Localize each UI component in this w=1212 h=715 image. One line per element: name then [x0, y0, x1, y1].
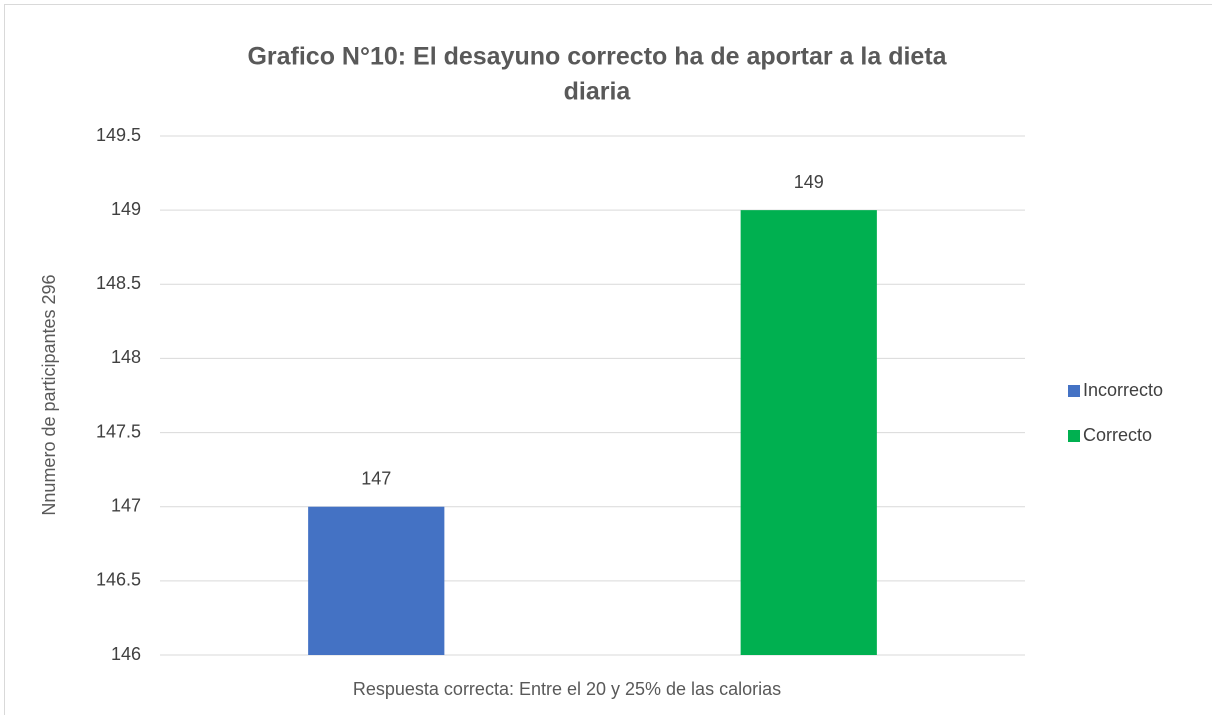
- legend-swatch: [1068, 430, 1080, 442]
- y-axis-title: Nnumero de participantes 296: [39, 274, 59, 515]
- y-tick-label: 148: [111, 347, 141, 367]
- y-tick-label: 146: [111, 644, 141, 664]
- bar: [308, 506, 445, 655]
- legend-label: Incorrecto: [1083, 380, 1163, 400]
- legend-label: Correcto: [1083, 425, 1152, 445]
- data-label: 149: [794, 172, 824, 192]
- y-tick-label: 147: [111, 495, 141, 515]
- y-tick-label: 148.5: [96, 273, 141, 293]
- legend-swatch: [1068, 385, 1080, 397]
- bar: [740, 210, 877, 655]
- y-tick-label: 149: [111, 199, 141, 219]
- y-tick-label: 146.5: [96, 570, 141, 590]
- y-tick-label: 147.5: [96, 421, 141, 441]
- chart-title: Grafico N°10: El desayuno correcto ha de…: [247, 43, 947, 71]
- chart-border: [4, 4, 1212, 715]
- x-axis-title: Respuesta correcta: Entre el 20 y 25% de…: [353, 679, 781, 699]
- data-label: 147: [361, 468, 391, 488]
- y-tick-label: 149.5: [96, 125, 141, 145]
- chart-title: diaria: [564, 78, 632, 106]
